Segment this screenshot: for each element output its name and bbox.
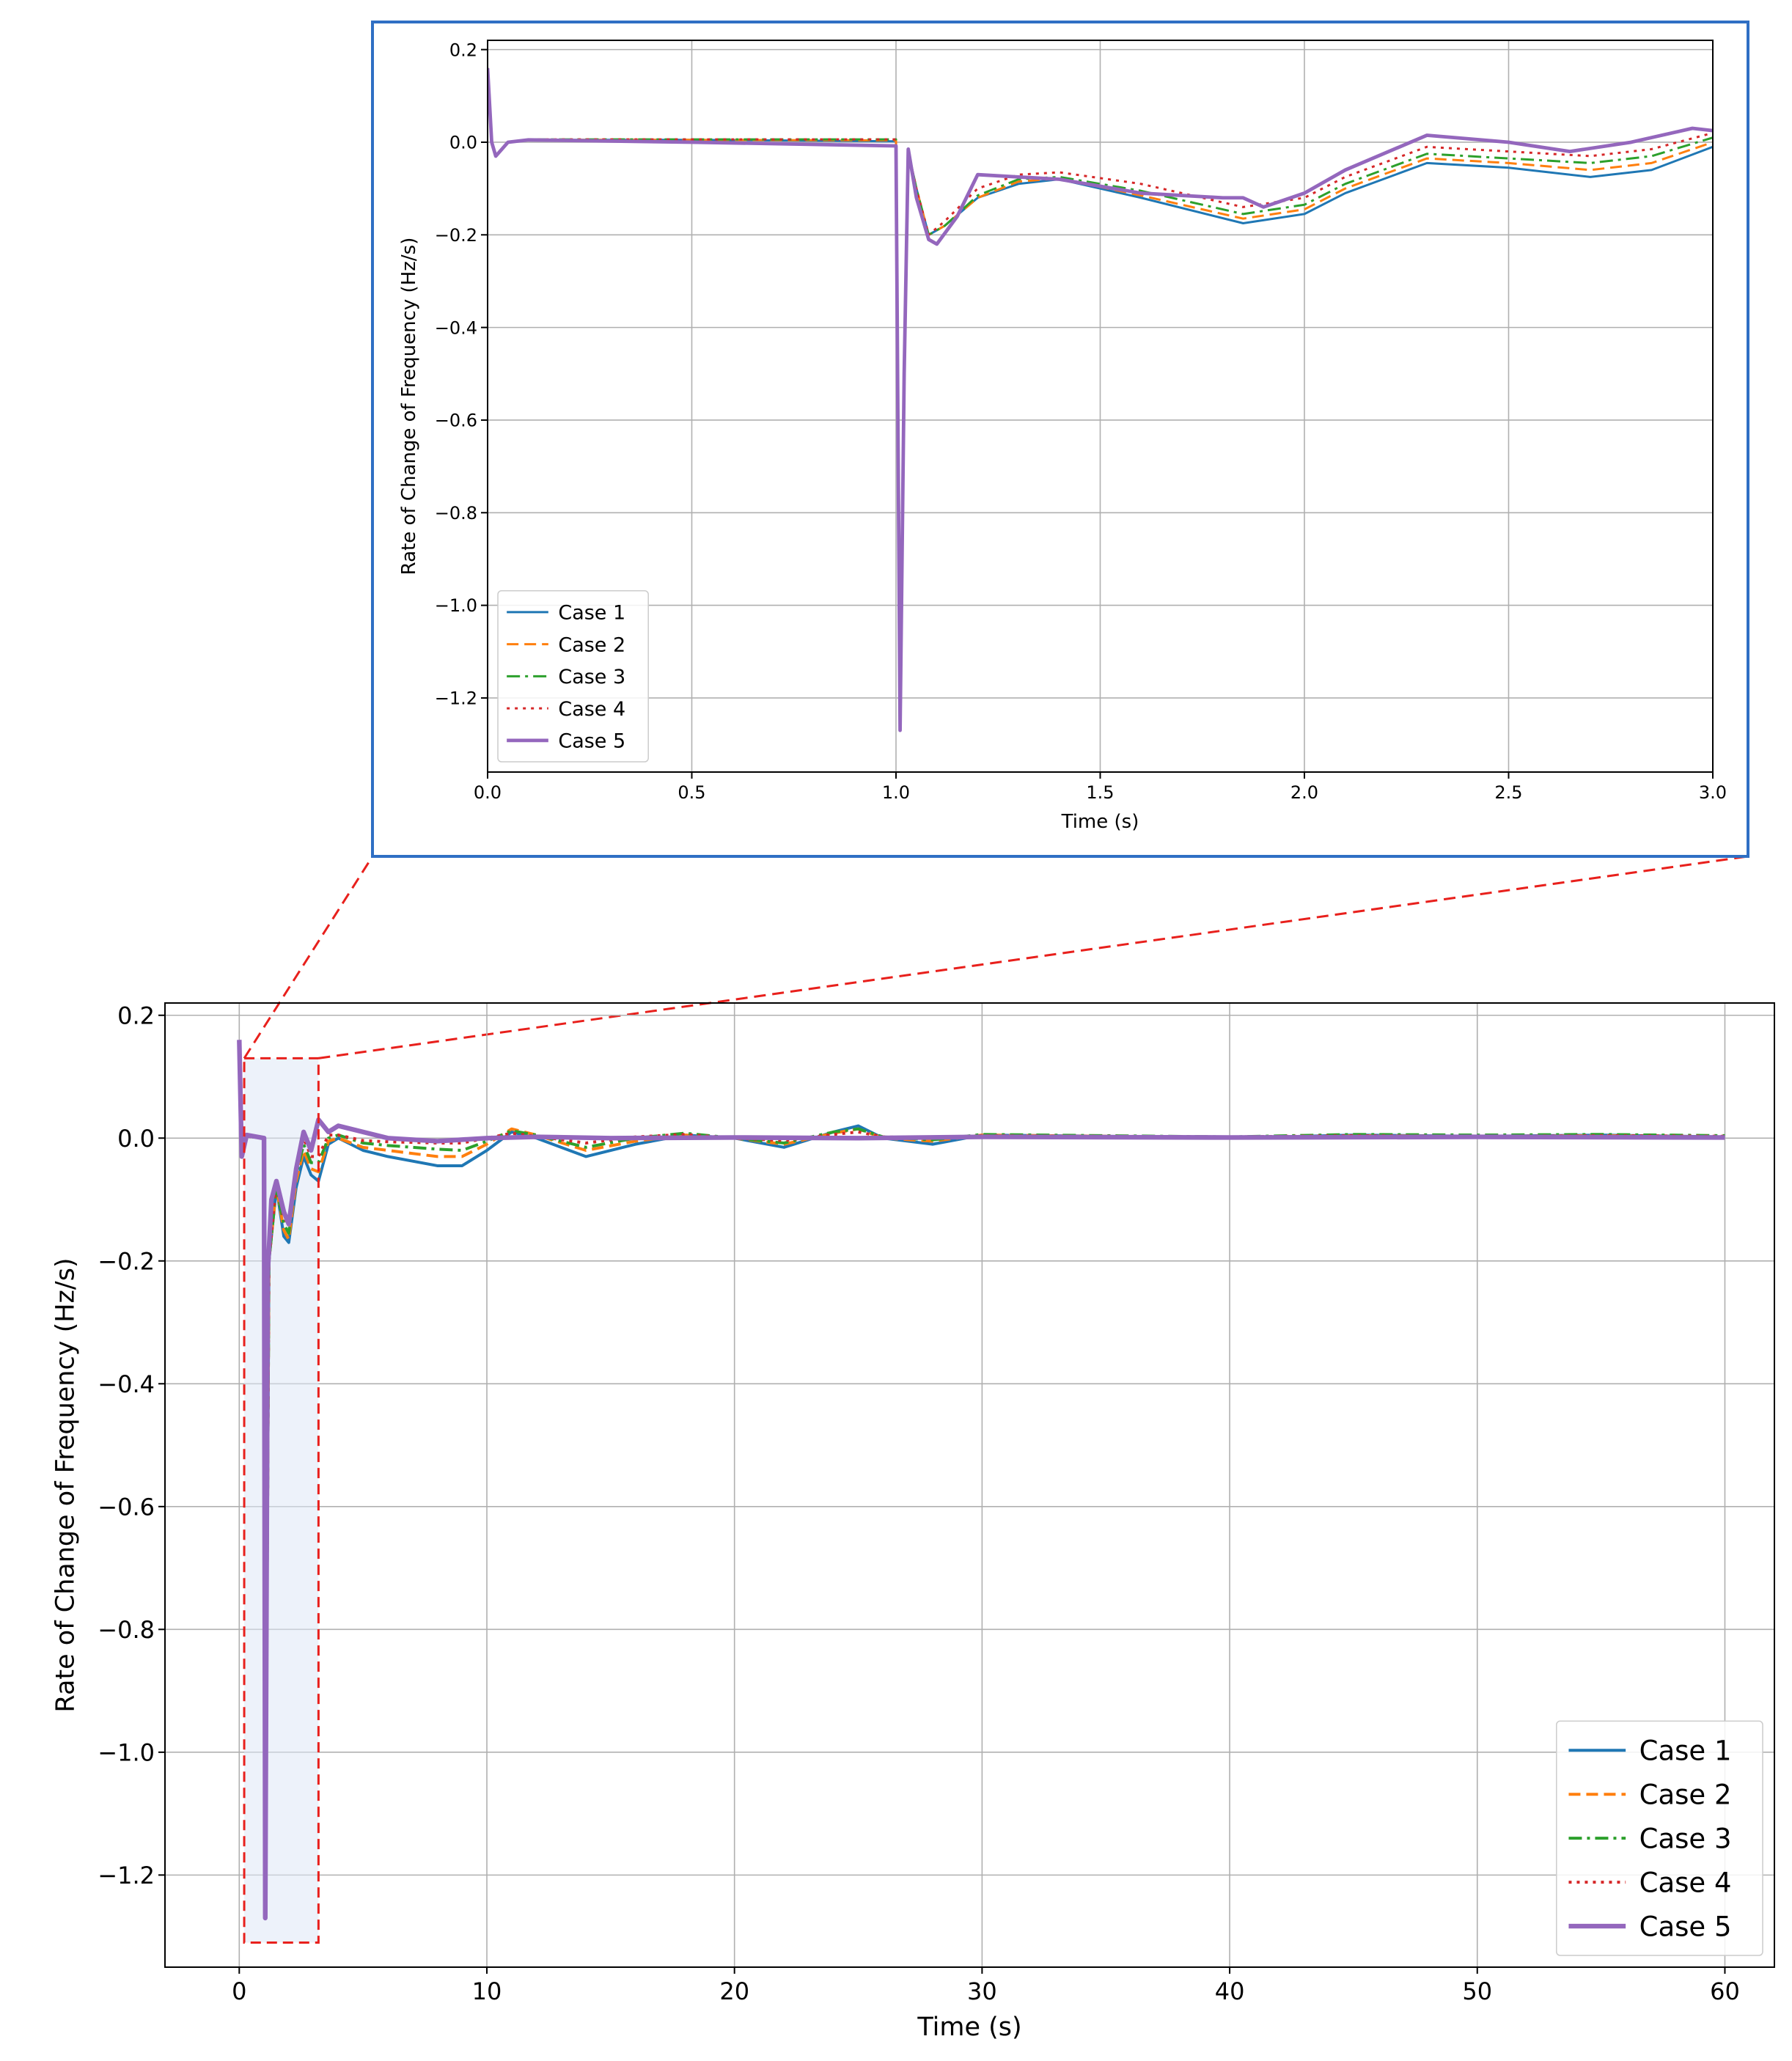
main-x-axis-label: Time (s) [917,2013,1021,2042]
inset-y-tick-label: −0.4 [435,317,477,338]
main-legend-label-case-1: Case 1 [1639,1735,1732,1767]
inset-legend-box [497,589,649,763]
main-x-tick-label: 10 [472,1977,502,2005]
main-x-tick-label: 50 [1462,1977,1492,2005]
main-legend-label-case-3: Case 3 [1639,1823,1732,1854]
zoom-connector-lines [243,855,1749,1059]
main-y-tick-label: −1.0 [98,1738,155,1766]
main-axes-frame [164,1002,1775,1968]
main-y-tick-label: −0.6 [98,1493,155,1521]
inset-legend-label-case-1: Case 1 [558,602,625,625]
inset-x-tick-label: 2.0 [1290,782,1318,803]
inset-x-tick-label: 1.0 [882,782,910,803]
main-y-tick-label: −0.8 [98,1616,155,1644]
inset-y-axis-label: Rate of Change of Frequency (Hz/s) [398,238,420,576]
inset-x-tick-label: 1.5 [1086,782,1114,803]
main-chart: 0 10 20 30 40 50 60 0.2 0.0 −0.2 −0.4 −0.6 −0.8 −1.0 −… [51,1002,1775,2042]
inset-legend-label-case-4: Case 4 [558,698,625,721]
inset-y-tick-label: −0.6 [435,411,477,431]
main-series-line-case-5 [237,1040,1725,1921]
main-legend-label-case-5: Case 5 [1639,1911,1732,1942]
inset-legend: Case 1 Case 2 Case 3 Case 4 Case 5 [497,589,649,763]
main-series-group [237,1040,1725,1921]
inset-x-tick-label: 3.0 [1699,782,1727,803]
main-x-tick-label: 20 [719,1977,749,2005]
main-x-tick-label: 60 [1710,1977,1740,2005]
inset-y-tick-label: 0.2 [449,40,477,60]
main-x-tick-label: 40 [1215,1977,1245,2005]
inset-y-tick-label: −0.2 [435,225,477,246]
inset-series-line-case-5 [488,67,1713,732]
main-zoom-region-outline [243,1057,320,1944]
inset-y-tick-label: −1.2 [435,688,477,709]
main-grid [165,1003,1774,1967]
main-y-tick-label: −0.4 [98,1370,155,1398]
zoom-connector-right [318,855,1749,1059]
inset-series-line-case-4 [488,67,1713,732]
main-y-axis-label: Rate of Change of Frequency (Hz/s) [51,1257,81,1712]
main-x-tick-label: 0 [232,1977,246,2005]
main-y-tick-label: −0.2 [98,1247,155,1275]
inset-x-tick-label: 0.5 [677,782,705,803]
inset-x-tick-label: 2.5 [1494,782,1522,803]
inset-legend-label-case-2: Case 2 [558,633,625,656]
inset-x-axis-label: Time (s) [1061,811,1139,833]
main-legend-box [1556,1720,1763,1956]
inset-x-tick-label: 0.0 [474,782,502,803]
zoom-connector-left [243,856,374,1059]
main-legend: Case 1 Case 2 Case 3 Case 4 Case 5 [1556,1720,1763,1956]
main-y-tick-label: 0.2 [117,1002,155,1029]
inset-legend-label-case-5: Case 5 [558,730,625,753]
inset-y-tick-label: −1.0 [435,595,477,616]
main-y-tick-label: −1.2 [98,1862,155,1889]
main-y-tick-label: 0.0 [117,1125,155,1153]
inset-y-tick-label: 0.0 [449,133,477,153]
inset-series-group [488,67,1713,732]
inset-chart: 0.0 0.5 1.0 1.5 2.0 2.5 3.0 0.2 0.0 −0.2 −0.4 −0.6 −… [371,21,1749,858]
main-x-tick-label: 30 [967,1977,997,2005]
inset-series-line-case-3 [488,67,1713,732]
inset-y-tick-label: −0.8 [435,503,477,523]
main-series-line-case-3 [238,1046,1725,1919]
main-legend-label-case-2: Case 2 [1639,1779,1732,1811]
main-zoom-region-fill [244,1058,319,1943]
main-legend-label-case-4: Case 4 [1639,1867,1732,1898]
inset-legend-label-case-3: Case 3 [558,666,625,688]
